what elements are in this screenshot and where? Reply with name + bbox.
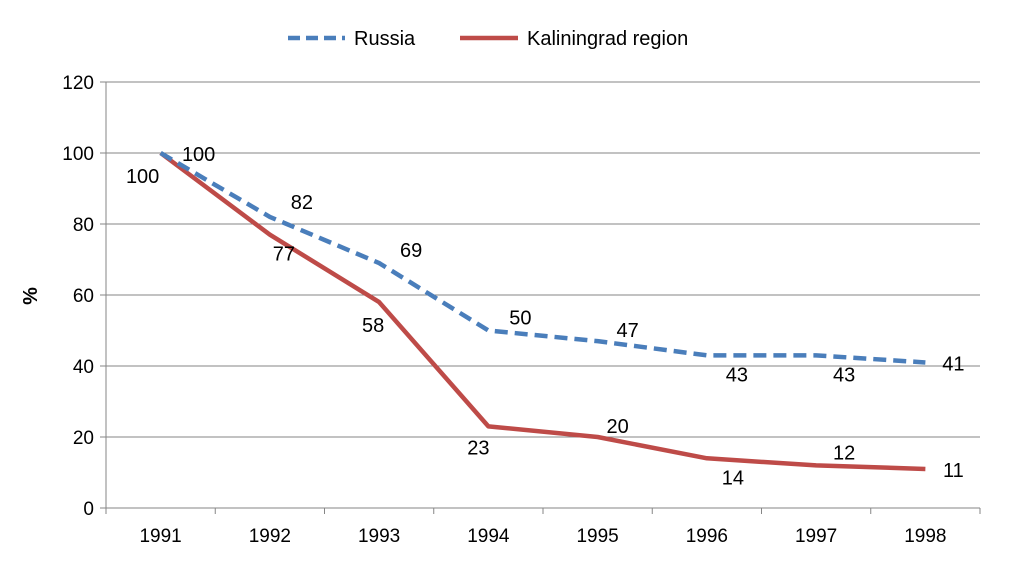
- legend: Russia Kaliningrad region: [288, 28, 688, 50]
- data-label-kaliningrad: 58: [362, 315, 384, 337]
- data-label-kaliningrad: 23: [467, 437, 489, 459]
- y-tick-label: 100: [62, 144, 94, 165]
- x-tick-label: 1997: [795, 526, 837, 547]
- y-tick-label: 80: [73, 215, 94, 236]
- x-tick-label: 1996: [686, 526, 728, 547]
- x-tick-label: 1993: [358, 526, 400, 547]
- legend-label-kaliningrad: Kaliningrad region: [527, 28, 688, 50]
- data-labels: 100 77 58 23 20 14 12 11 100 82 69 50 47 43 43 41: [126, 144, 965, 489]
- y-tick-label: 120: [62, 73, 94, 94]
- data-label-russia: 50: [509, 308, 531, 330]
- x-tick-label: 1998: [904, 526, 946, 547]
- data-label-kaliningrad: 12: [833, 442, 855, 464]
- data-label-russia: 82: [291, 192, 313, 214]
- y-tick-label: 40: [73, 357, 94, 378]
- y-tick-label: 60: [73, 286, 94, 307]
- data-label-russia: 100: [182, 144, 215, 166]
- y-tick-label: 20: [73, 428, 94, 449]
- y-tick-label: 0: [83, 499, 94, 520]
- data-label-kaliningrad: 77: [273, 244, 295, 266]
- y-axis-label: %: [20, 287, 42, 305]
- data-label-kaliningrad: 20: [607, 416, 629, 438]
- series-line-russia: [159, 151, 926, 365]
- data-label-kaliningrad: 11: [943, 460, 964, 482]
- axes: 0 20 40 60 80 100 120 1991 1992 1993 1994 1995 1996 1…: [62, 73, 981, 547]
- x-tick-label: 1991: [139, 526, 181, 547]
- legend-label-russia: Russia: [354, 28, 416, 50]
- data-label-russia: 41: [942, 353, 964, 375]
- x-tick-label: 1992: [249, 526, 291, 547]
- data-label-russia: 43: [833, 364, 855, 386]
- series-line-kaliningrad: [159, 151, 926, 472]
- series-lines: [159, 151, 926, 472]
- data-label-russia: 47: [617, 320, 639, 342]
- x-tick-label: 1994: [467, 526, 510, 547]
- gridlines: [106, 81, 980, 438]
- data-label-kaliningrad: 100: [126, 166, 159, 188]
- data-label-russia: 69: [400, 240, 422, 262]
- x-tick-label: 1995: [576, 526, 618, 547]
- data-label-russia: 43: [726, 364, 748, 386]
- data-label-kaliningrad: 14: [722, 467, 744, 489]
